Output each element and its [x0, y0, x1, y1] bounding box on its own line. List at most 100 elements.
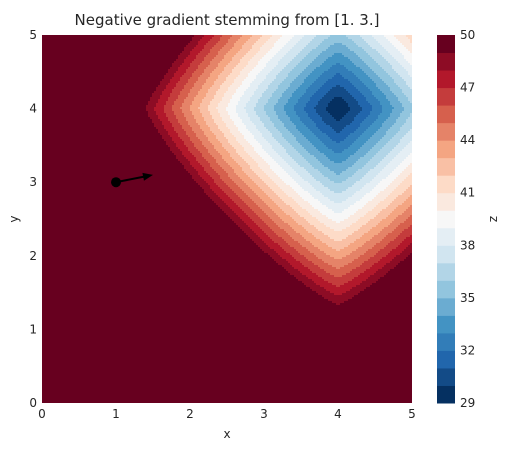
contour-cell	[120, 59, 123, 62]
contour-cell	[82, 59, 85, 62]
contour-cell	[374, 45, 377, 48]
contour-cell	[308, 43, 311, 46]
contour-cell	[212, 61, 215, 64]
contour-cell	[410, 59, 412, 62]
contour-cell	[190, 35, 193, 38]
contour-cell	[208, 35, 211, 38]
contour-cell	[346, 59, 349, 62]
contour-cell	[320, 39, 323, 42]
contour-cell	[58, 39, 61, 42]
contour-cell	[172, 43, 175, 46]
contour-cell	[280, 49, 283, 52]
contour-cell	[398, 35, 401, 38]
contour-cell	[284, 49, 287, 52]
contour-cell	[156, 57, 159, 60]
contour-cell	[198, 53, 201, 56]
contour-cell	[264, 49, 267, 52]
contour-cell	[246, 45, 249, 48]
contour-cell	[250, 49, 253, 52]
contour-cell	[112, 53, 115, 56]
contour-cell	[116, 45, 119, 48]
contour-cell	[68, 45, 71, 48]
contour-cell	[306, 37, 309, 40]
contour-cell	[356, 43, 359, 46]
contour-cell	[204, 47, 207, 50]
contour-cell	[206, 59, 209, 62]
contour-cell	[124, 35, 127, 38]
contour-cell	[62, 47, 65, 50]
contour-cell	[122, 37, 125, 40]
contour-cell	[214, 47, 217, 50]
contour-cell	[202, 55, 205, 58]
contour-cell	[350, 45, 353, 48]
contour-cell	[214, 59, 217, 62]
contour-cell	[326, 35, 329, 38]
contour-cell	[380, 45, 383, 48]
contour-cell	[262, 59, 265, 62]
contour-cell	[206, 37, 209, 40]
contour-cell	[126, 47, 129, 50]
contour-cell	[130, 35, 133, 38]
contour-cell	[78, 53, 81, 56]
contour-cell	[402, 51, 405, 54]
contour-cell	[70, 45, 73, 48]
contour-cell	[180, 61, 183, 64]
contour-cell	[250, 53, 253, 56]
contour-cell	[396, 53, 399, 56]
contour-cell	[186, 57, 189, 60]
contour-cell	[60, 49, 63, 52]
contour-cell	[98, 47, 101, 50]
contour-cell	[402, 43, 405, 46]
contour-cell	[158, 61, 161, 64]
contour-cell	[368, 49, 371, 52]
contour-cell	[240, 43, 243, 46]
contour-cell	[338, 51, 341, 54]
contour-cell	[160, 43, 163, 46]
contour-cell	[136, 57, 139, 60]
contour-cell	[284, 35, 287, 38]
contour-cell	[144, 43, 147, 46]
contour-cell	[56, 35, 59, 38]
contour-cell	[168, 49, 171, 52]
contour-cell	[192, 57, 195, 60]
contour-cell	[72, 35, 75, 38]
contour-cell	[372, 51, 375, 54]
contour-cell	[98, 55, 101, 58]
contour-cell	[132, 61, 135, 64]
contour-cell	[196, 45, 199, 48]
contour-cell	[66, 35, 69, 38]
contour-cell	[54, 49, 57, 52]
contour-cell	[42, 39, 45, 42]
contour-cell	[102, 53, 105, 56]
contour-cell	[136, 35, 139, 38]
contour-cell	[244, 47, 247, 50]
contour-cell	[160, 59, 163, 62]
contour-cell	[318, 57, 321, 60]
contour-cell	[256, 37, 259, 40]
contour-cell	[340, 49, 343, 52]
contour-cell	[140, 37, 143, 40]
contour-cell	[320, 59, 323, 62]
contour-cell	[168, 53, 171, 56]
contour-cell	[192, 35, 195, 38]
contour-cell	[216, 47, 219, 50]
contour-cell	[410, 47, 412, 50]
contour-cell	[54, 55, 57, 58]
contour-cell	[186, 53, 189, 56]
contour-cell	[46, 41, 49, 44]
contour-cell	[228, 53, 231, 56]
contour-cell	[164, 37, 167, 40]
contour-cell	[62, 45, 65, 48]
contour-cell	[386, 47, 389, 50]
contour-cell	[328, 53, 331, 56]
contour-cell	[182, 35, 185, 38]
contour-cell	[332, 55, 335, 58]
contour-cell	[142, 61, 145, 64]
contour-cell	[276, 43, 279, 46]
contour-cell	[166, 51, 169, 54]
contour-cell	[346, 47, 349, 50]
contour-cell	[238, 53, 241, 56]
contour-cell	[88, 41, 91, 44]
contour-cell	[310, 43, 313, 46]
contour-cell	[78, 39, 81, 42]
